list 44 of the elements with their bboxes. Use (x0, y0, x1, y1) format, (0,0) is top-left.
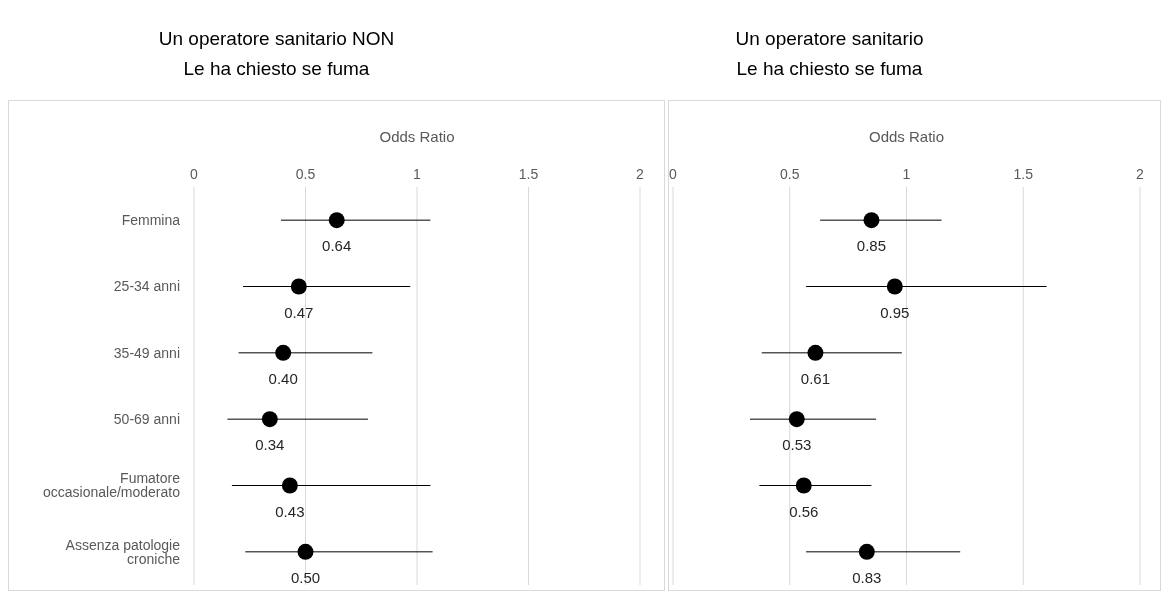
y-tick-label: 50-69 anni (113, 411, 180, 428)
point (807, 344, 824, 361)
x-tick-label: 0.5 (780, 166, 800, 182)
data-label: 0.83 (852, 569, 882, 586)
point (886, 278, 903, 295)
x-axis-title: Odds Ratio (379, 127, 455, 145)
y-tick-label: Femmina (121, 212, 181, 229)
data-label: 0.50 (290, 569, 321, 586)
data-label: 0.43 (275, 502, 305, 520)
chart-title: Un operatore sanitario Le ha chiesto se fuma (735, 27, 924, 81)
y-tick-label: Assenza patologie croniche (65, 536, 181, 567)
x-tick-label: 1 (413, 166, 422, 182)
data-label: 0.64 (322, 237, 352, 255)
point (281, 477, 298, 494)
point (863, 212, 880, 229)
data-label: 0.61 (800, 370, 831, 387)
point (290, 278, 307, 295)
point (261, 411, 278, 428)
data-label: 0.40 (268, 370, 298, 387)
x-tick-label: 1 (902, 166, 911, 182)
data-label: 0.47 (284, 303, 314, 321)
y-tick-label: 35-49 anni (113, 344, 180, 361)
x-axis-title: Odds Ratio (868, 127, 945, 145)
data-label: 0.85 (856, 237, 887, 255)
y-tick-label: Fumatore occasionale/moderato (43, 470, 181, 501)
point (328, 212, 345, 229)
data-label: 0.53 (782, 436, 812, 454)
point (275, 344, 292, 361)
data-label: 0.34 (255, 436, 285, 454)
point (297, 543, 314, 560)
x-tick-label: 0 (190, 166, 199, 182)
chart-title: Un operatore sanitario NON Le ha chiesto se fuma (158, 27, 395, 81)
data-label: 0.95 (880, 303, 910, 321)
x-tick-label: 2 (1136, 166, 1145, 182)
data-label: 0.56 (789, 502, 819, 520)
x-tick-label: 1.5 (518, 166, 539, 182)
y-tick-label: 25-34 anni (113, 278, 180, 295)
x-tick-label: 0.5 (295, 166, 316, 182)
x-tick-label: 0 (669, 166, 678, 182)
x-tick-label: 2 (636, 166, 645, 182)
point (795, 477, 812, 494)
x-tick-label: 1.5 (1013, 166, 1034, 182)
point (788, 411, 805, 428)
point (858, 543, 875, 560)
